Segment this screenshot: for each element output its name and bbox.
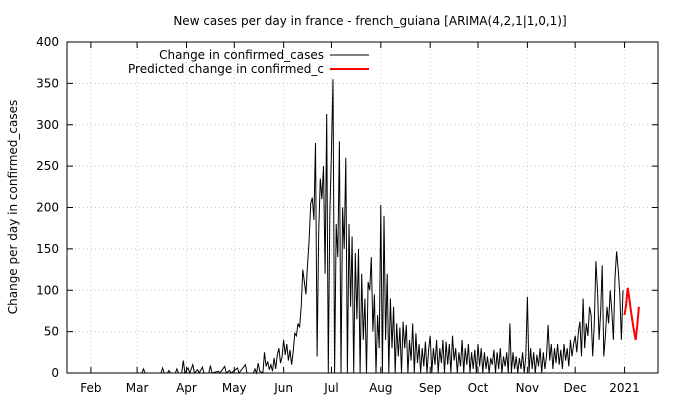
x-axis-ticks: Feb Mar Apr May Jun Jul Aug Sep Oct Nov Dec 2021 (80, 42, 640, 395)
x-tick-label: Feb (80, 381, 101, 395)
legend-label-predicted: Predicted change in confirmed_c (128, 62, 324, 76)
x-tick-label: 2021 (609, 381, 640, 395)
chart-title: New cases per day in france - french_gui… (173, 14, 566, 28)
y-tick-label: 350 (36, 76, 59, 90)
x-tick-label: May (222, 381, 247, 395)
series-line-actual (67, 79, 624, 375)
y-tick-label: 250 (36, 159, 59, 173)
x-tick-label: Jul (323, 381, 338, 395)
x-tick-label: Apr (176, 381, 197, 395)
x-tick-label: Aug (369, 381, 392, 395)
y-axis-label: Change per day in confirmed_cases (6, 100, 20, 315)
y-tick-label: 400 (36, 35, 59, 49)
y-tick-label: 150 (36, 242, 59, 256)
y-tick-label: 300 (36, 118, 59, 132)
y-tick-label: 50 (44, 325, 59, 339)
x-tick-label: Mar (126, 381, 149, 395)
y-tick-label: 0 (51, 366, 59, 380)
legend: Change in confirmed_cases Predicted chan… (128, 48, 369, 76)
x-tick-label: Nov (516, 381, 539, 395)
x-tick-label: Sep (419, 381, 442, 395)
y-tick-label: 200 (36, 201, 59, 215)
x-tick-label: Oct (468, 381, 489, 395)
x-tick-label: Dec (564, 381, 587, 395)
grid (67, 42, 658, 373)
legend-label-actual: Change in confirmed_cases (159, 48, 324, 62)
y-tick-label: 100 (36, 283, 59, 297)
series-group (67, 79, 640, 375)
x-tick-label: Jun (273, 381, 293, 395)
y-axis-ticks: 0 50 100 150 200 250 300 350 400 (36, 35, 658, 380)
series-line-predicted (623, 287, 640, 341)
